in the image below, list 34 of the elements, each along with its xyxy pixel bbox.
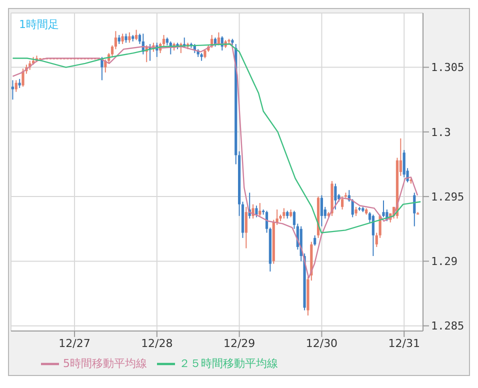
- legend-label: 5時間移動平均線: [63, 357, 147, 370]
- candlestick: [334, 183, 337, 210]
- candlestick: [341, 196, 344, 210]
- y-tick-label: 1.29: [431, 255, 458, 268]
- candlestick: [382, 200, 385, 218]
- x-tick-label: 12/30: [306, 336, 338, 350]
- text: 1時間足: [19, 17, 59, 32]
- candlestick: [372, 214, 374, 257]
- candlestick: [320, 194, 323, 227]
- candlestick: [255, 205, 258, 218]
- y-tick-label: 1.3: [431, 126, 451, 139]
- candlestick: [14, 80, 18, 92]
- x-tick-label: 12/28: [141, 336, 173, 350]
- candlestick: [22, 68, 24, 88]
- candlestick: [118, 34, 120, 45]
- y-tick-label: 1.285: [431, 320, 464, 333]
- candlestick: [124, 33, 128, 44]
- x-tick-label: 12/27: [58, 336, 90, 350]
- candlestick: [18, 78, 21, 88]
- candlestick: [11, 80, 14, 100]
- legend-label: ２５時間移動平均線: [179, 357, 278, 370]
- candlestick: [217, 32, 220, 46]
- candlestick: [354, 206, 358, 216]
- x-tick-label: 12/31: [388, 336, 420, 350]
- y-tick-label: 1.295: [431, 190, 464, 204]
- candlestick: [314, 234, 316, 246]
- candlestick: [121, 33, 124, 45]
- candlestick: [135, 29, 138, 41]
- candlestick: [252, 204, 254, 220]
- candlestick: [282, 208, 286, 220]
- y-tick-label: 1.305: [431, 61, 464, 74]
- candlestick: [244, 206, 248, 249]
- candlestick: [204, 48, 206, 59]
- x-tick-label: 12/29: [223, 336, 256, 350]
